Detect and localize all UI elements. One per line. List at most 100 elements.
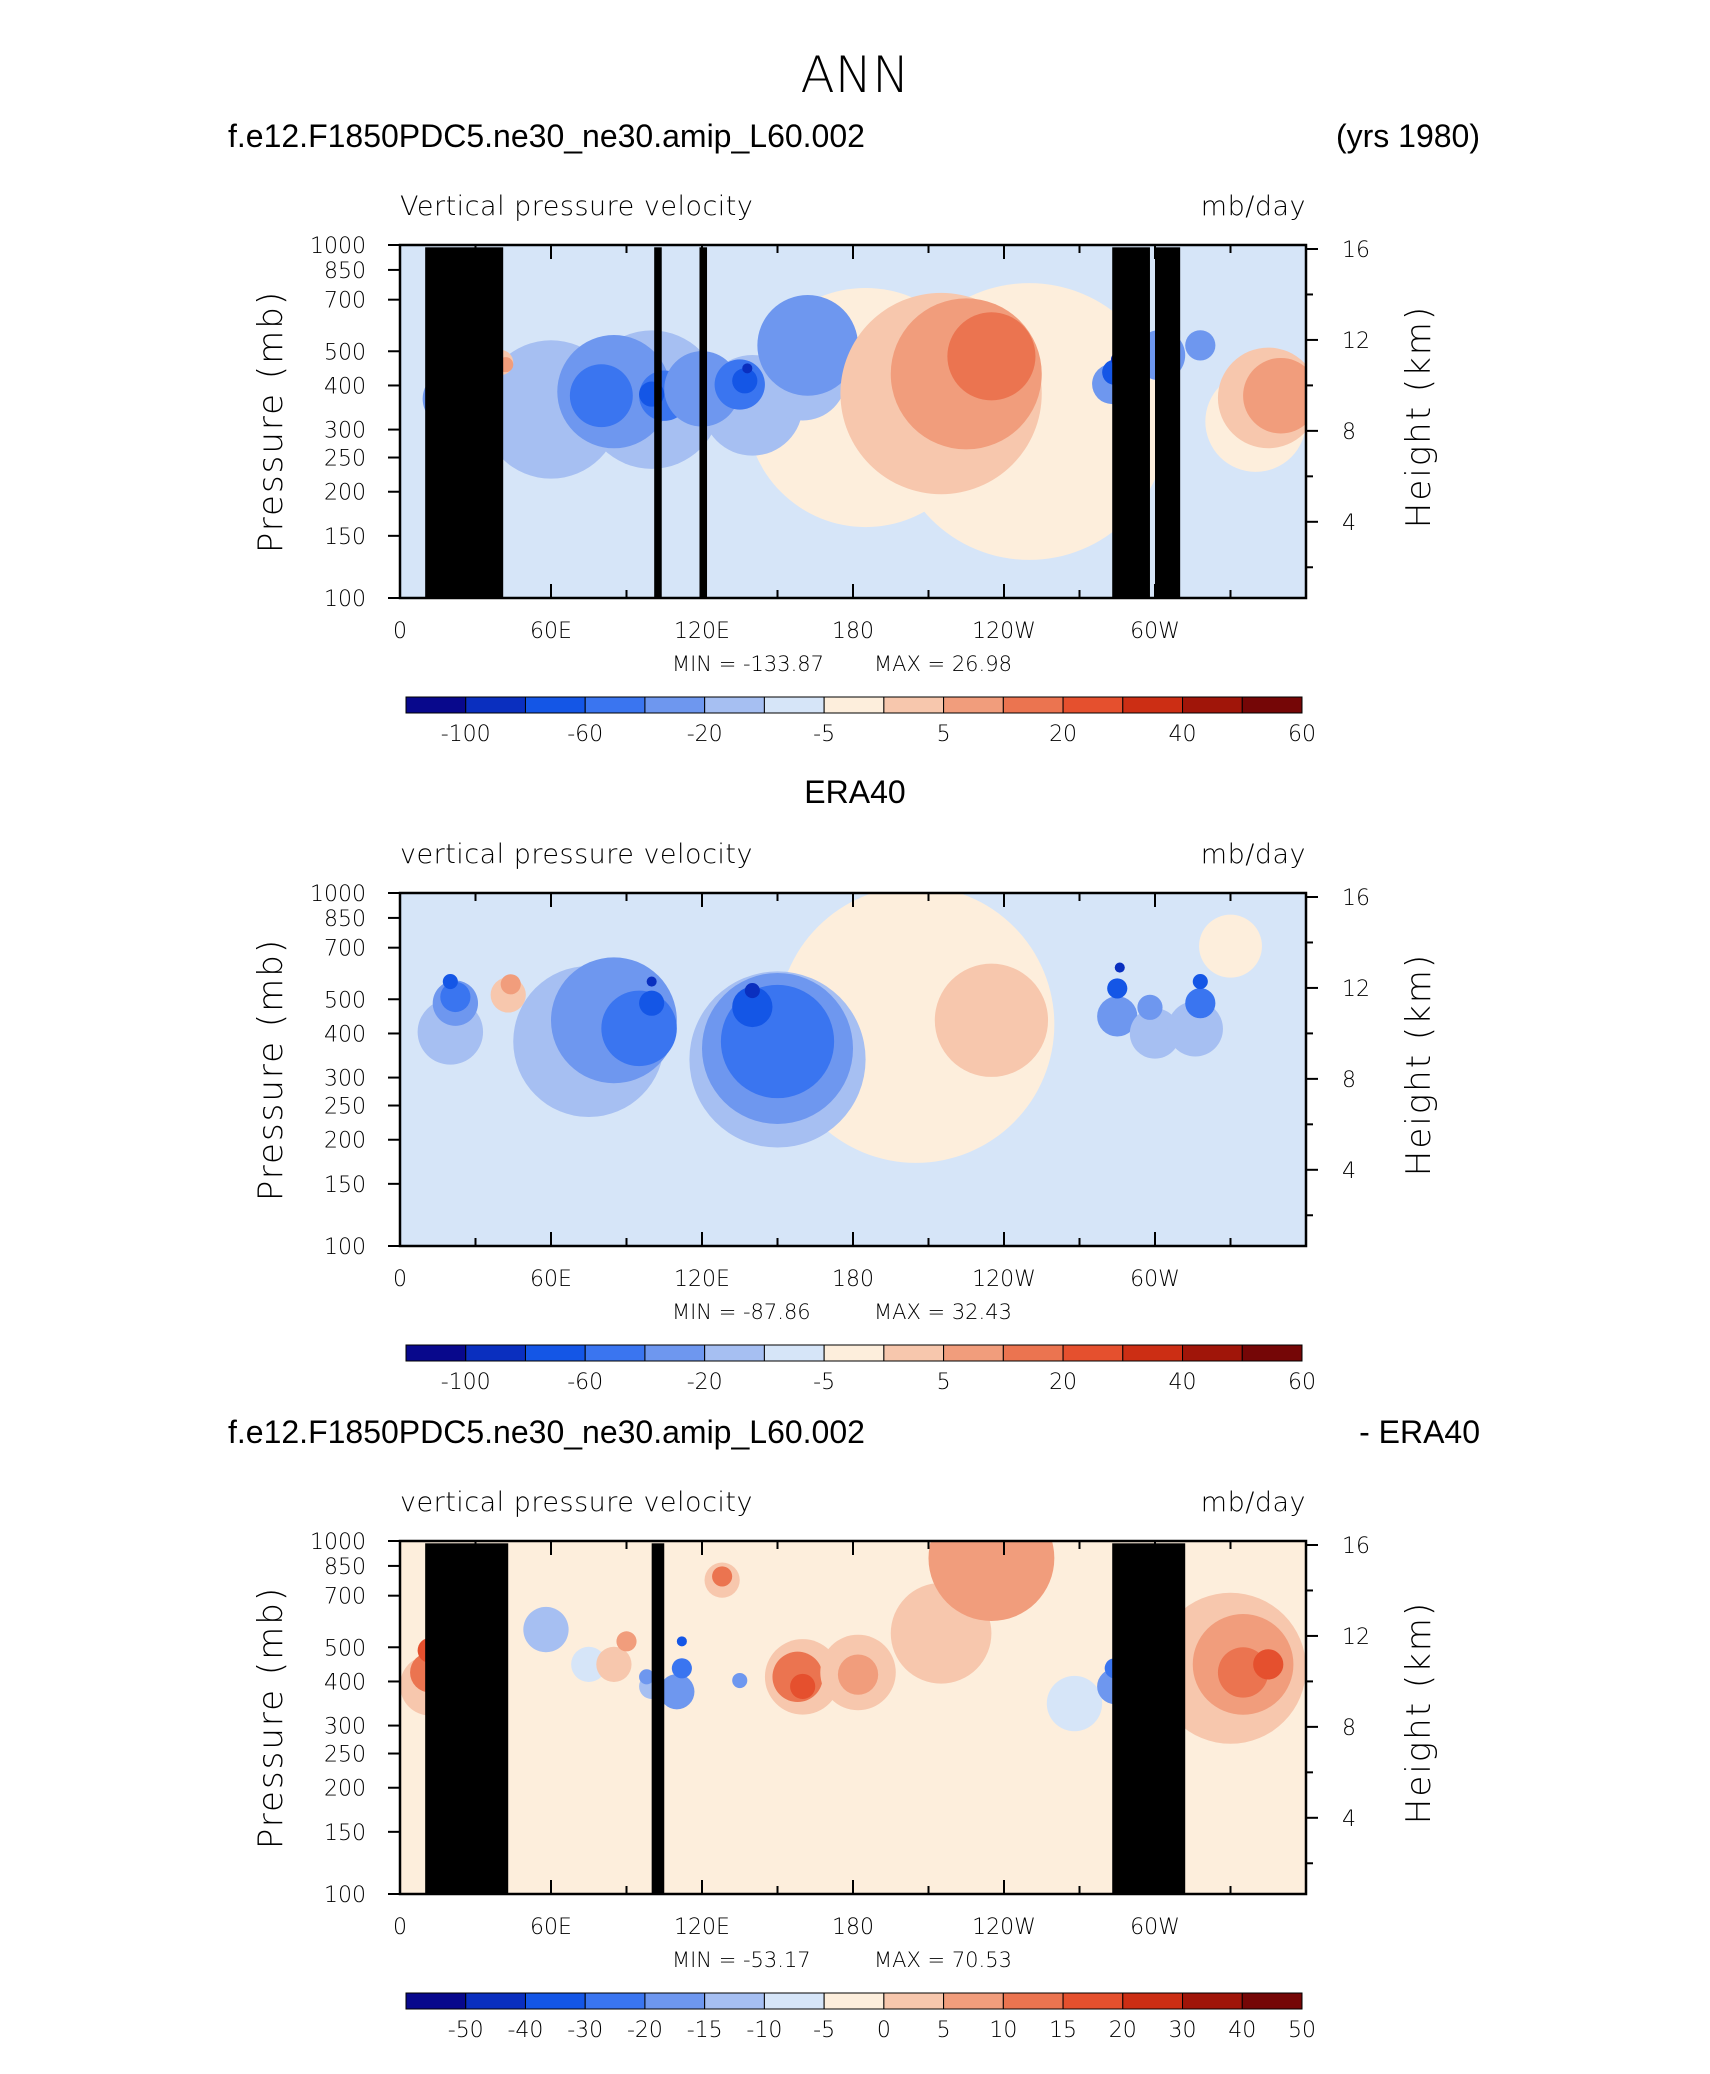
y-tick-label: 500 [324, 988, 366, 1013]
colorbar-swatch [1062, 1344, 1124, 1362]
colorbar-swatch [644, 1992, 706, 2010]
colorbar-swatch [465, 696, 526, 714]
y-tick-label: 300 [324, 1715, 366, 1740]
colorbar-swatch [1122, 1344, 1184, 1362]
y2-tick-label: 8 [1342, 1068, 1356, 1093]
colorbar-swatch [1241, 696, 1303, 714]
y2-tick-label: 12 [1342, 977, 1370, 1002]
colorbar-swatch [1002, 696, 1064, 714]
y2-tick-label: 16 [1342, 238, 1370, 263]
y-axis-label: Pressure (mb) [251, 1586, 291, 1849]
colorbar-label: -20 [687, 1370, 723, 1395]
colorbar-swatch [1241, 1344, 1303, 1362]
colorbar-swatch [1182, 696, 1243, 714]
x-tick-label: 0 [393, 1915, 407, 1940]
colorbar-label: 60 [1288, 722, 1316, 747]
colorbar-label: -40 [507, 2018, 543, 2043]
colorbar-swatch [524, 696, 586, 714]
colorbar-label: 40 [1228, 2018, 1256, 2043]
colorbar-swatch [883, 1992, 945, 2010]
y-tick-label: 1000 [310, 882, 366, 907]
y-tick-label: 700 [324, 937, 366, 962]
y-tick-label: 1000 [310, 234, 366, 259]
colorbar-label: 60 [1288, 1370, 1316, 1395]
y-tick-label: 400 [324, 374, 366, 399]
colorbar-swatch [763, 1992, 825, 2010]
colorbar: -50 -40 -30 -20 -15 -10 -5 0 5 10 15 20 30 40 50 [405, 1992, 1316, 2043]
colorbar-swatch [1182, 1992, 1243, 2010]
colorbar-label: -10 [746, 2018, 782, 2043]
y-tick-label: 150 [324, 1821, 366, 1846]
min-value: MIN = -133.87 [672, 652, 824, 676]
x-tick-label: 0 [393, 1267, 407, 1292]
max-value: MAX = 26.98 [874, 652, 1012, 676]
y-tick-label: 200 [324, 1129, 366, 1154]
colorbar-label: -60 [567, 722, 603, 747]
variable-label: Vertical pressure velocity [400, 191, 753, 222]
y-tick-label: 200 [324, 481, 366, 506]
y-tick-label: 500 [324, 340, 366, 365]
panel-3: f.e12.F1850PDC5.ne30_ne30.amip_L60.002 - … [228, 1414, 1480, 2043]
colorbar-swatch [943, 1344, 1004, 1362]
colorbar-swatch [823, 1992, 885, 2010]
min-value: MIN = -53.17 [672, 1948, 811, 1972]
y-tick-label: 300 [324, 419, 366, 444]
panel-header-right: (yrs 1980) [1336, 118, 1480, 154]
y2-tick-label: 4 [1342, 1159, 1356, 1184]
x-tick-label: 120E [674, 1915, 730, 1940]
colorbar: -100 -60 -20 -5 5 20 40 60 [405, 696, 1316, 747]
colorbar-label: 50 [1288, 2018, 1316, 2043]
topography-mask [425, 247, 1181, 598]
x-tick-label: 60W [1130, 619, 1180, 644]
colorbar-swatch [644, 1344, 706, 1362]
colorbar-swatch [644, 696, 706, 714]
colorbar-swatch [763, 696, 825, 714]
y-tick-label: 400 [324, 1022, 366, 1047]
x-tick-label: 120W [972, 1915, 1036, 1940]
y-tick-label: 850 [324, 907, 366, 932]
colorbar: -100 -60 -20 -5 5 20 40 60 [405, 1344, 1316, 1395]
x-tick-label: 180 [832, 1915, 874, 1940]
x-tick-label: 180 [832, 619, 874, 644]
colorbar-swatch [883, 696, 945, 714]
variable-label: vertical pressure velocity [400, 1487, 753, 1518]
y-tick-label: 200 [324, 1777, 366, 1802]
colorbar-swatch [1122, 1992, 1184, 2010]
colorbar-label: -5 [813, 1370, 835, 1395]
x-tick-label: 120W [972, 1267, 1036, 1292]
colorbar-label: -5 [813, 722, 835, 747]
x-tick-label: 60E [530, 1267, 572, 1292]
y2-tick-label: 4 [1342, 1807, 1356, 1832]
contour-field [400, 893, 1306, 1246]
y-tick-label: 850 [324, 1555, 366, 1580]
colorbar-label: 40 [1169, 1370, 1197, 1395]
panel-header-right: - ERA40 [1359, 1414, 1480, 1450]
y2-axis-label: Height (km) [1399, 953, 1439, 1176]
y-tick-label: 100 [324, 1883, 366, 1908]
x-tick-label: 60E [530, 619, 572, 644]
colorbar-label: 0 [877, 2018, 891, 2043]
x-tick-label: 180 [832, 1267, 874, 1292]
y-tick-label: 1000 [310, 1530, 366, 1555]
colorbar-swatch [763, 1344, 825, 1362]
colorbar-label: 40 [1169, 722, 1197, 747]
units-label: mb/day [1201, 191, 1306, 222]
units-label: mb/day [1201, 1487, 1306, 1518]
x-tick-label: 120E [674, 619, 730, 644]
y-tick-label: 850 [324, 259, 366, 284]
y2-tick-label: 16 [1342, 886, 1370, 911]
colorbar-swatch [823, 696, 885, 714]
colorbar-label: -30 [567, 2018, 603, 2043]
colorbar-label: 5 [937, 2018, 951, 2043]
colorbar-label: -60 [567, 1370, 603, 1395]
colorbar-swatch [405, 696, 467, 714]
y2-tick-label: 8 [1342, 1716, 1356, 1741]
colorbar-swatch [524, 1992, 586, 2010]
colorbar-label: 10 [989, 2018, 1017, 2043]
panel-2: ERA40 vertical pressure velocity mb/day 0 60… [251, 774, 1439, 1395]
colorbar-label: -20 [687, 722, 723, 747]
y-tick-label: 500 [324, 1636, 366, 1661]
colorbar-swatch [823, 1344, 885, 1362]
colorbar-swatch [943, 696, 1004, 714]
